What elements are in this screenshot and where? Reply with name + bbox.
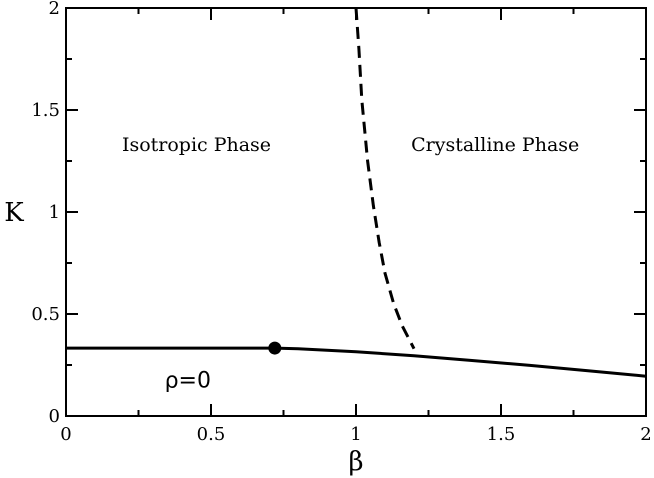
x-tick-label: 1	[350, 424, 361, 445]
plot-frame	[65, 7, 647, 417]
y-tick-label: 0.5	[31, 304, 60, 325]
y-tick-label: 1.5	[31, 100, 60, 121]
markers	[268, 341, 282, 355]
x-tick-label: 0	[60, 424, 71, 445]
isotropic-label: Isotropic Phase	[122, 134, 271, 156]
y-tick-label: 2	[49, 0, 60, 19]
phase-boundary-dashed-line	[354, 7, 416, 350]
x-tick-label: 1.5	[487, 424, 516, 445]
y-tick-label: 0	[49, 406, 60, 427]
crystalline-label: Crystalline Phase	[411, 134, 579, 156]
x-tick-label: 2	[640, 424, 651, 445]
phase-boundary-solid-line	[66, 346, 647, 378]
x-tick-label: 0.5	[197, 424, 226, 445]
y-axis-label: K	[4, 198, 24, 228]
axis-ticks: 0 0.5 1 1.5 2 0 0.5 1 1.5 2	[31, 0, 651, 445]
series-lines	[66, 7, 647, 378]
x-axis-label: β	[348, 447, 363, 477]
rho-label: ρ=0	[165, 368, 211, 393]
annotations: Isotropic Phase Crystalline Phase ρ=0	[122, 134, 579, 394]
tricritical-point-marker	[268, 341, 282, 355]
y-tick-label: 1	[49, 202, 60, 223]
